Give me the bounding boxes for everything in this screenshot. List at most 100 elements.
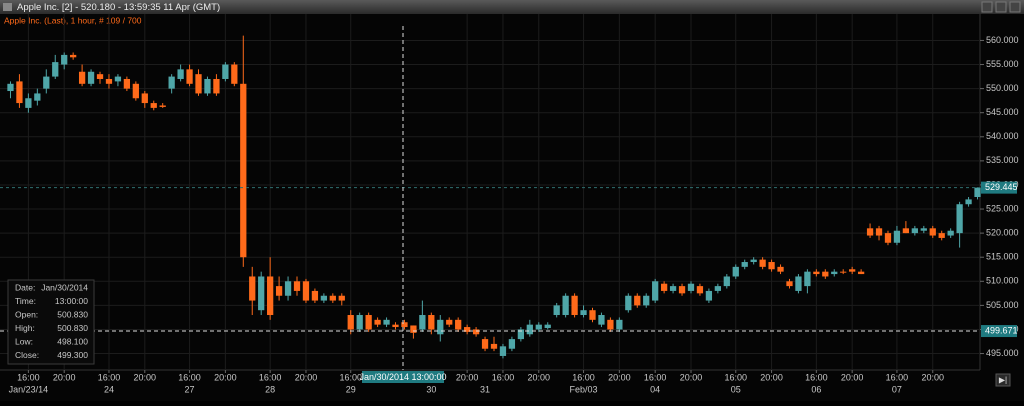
candle-body — [490, 343, 498, 349]
candle-body — [240, 83, 247, 258]
date-tick-label: 27 — [185, 384, 195, 394]
info-label: Close: — [15, 350, 39, 360]
candle-body — [974, 187, 981, 197]
candle-body — [920, 228, 927, 231]
x-tick-label: 20:00 — [134, 372, 157, 382]
x-tick-label: 16:00 — [724, 372, 747, 382]
y-tick-label: 525.000 — [986, 203, 1019, 213]
chart-title: Apple Inc. [2] - 520.180 - 13:59:35 11 A… — [17, 2, 220, 13]
candle-body — [168, 76, 175, 89]
x-tick-label: 20:00 — [608, 372, 631, 382]
candle-body — [105, 78, 113, 84]
candle-body — [580, 310, 587, 316]
info-label: Open: — [15, 309, 38, 319]
crosshair-time-label: Jan/30/2014 13:00:00 — [359, 372, 446, 382]
candle-body — [455, 319, 462, 330]
info-label: Time: — [15, 296, 36, 306]
candle-body — [258, 276, 265, 311]
x-tick-label: 20:00 — [214, 372, 237, 382]
candle-body — [562, 295, 569, 316]
candle-body — [329, 295, 336, 301]
candle-body — [750, 259, 757, 263]
candle-body — [284, 281, 292, 296]
candle-body — [804, 271, 811, 287]
candle-body — [947, 230, 954, 236]
candle-body — [150, 103, 157, 108]
candle-body — [893, 230, 901, 243]
candle-body — [428, 315, 435, 330]
title-bar — [0, 0, 1024, 14]
y-tick-label: 540.000 — [986, 131, 1019, 141]
candle-body — [464, 327, 471, 332]
candle-body — [652, 281, 659, 301]
candle-body — [553, 305, 560, 316]
candle-body — [392, 324, 399, 328]
x-tick-label: 16:00 — [492, 372, 515, 382]
y-tick-label: 545.000 — [986, 107, 1019, 117]
candle-body — [25, 98, 32, 108]
info-box: Date: Jan/30/2014 Time: 13:00:00 Open: 500.83… — [7, 279, 95, 365]
window-icon — [3, 3, 12, 11]
candle-body — [965, 199, 972, 205]
candle-body — [634, 295, 641, 306]
candle-body — [589, 310, 596, 320]
x-tick-label: 20:00 — [456, 372, 479, 382]
candle-body — [678, 286, 686, 294]
restore-button[interactable] — [995, 1, 1007, 13]
scroll-end-icon[interactable]: ▶| — [999, 376, 1007, 385]
minimize-button[interactable] — [981, 1, 993, 13]
candle-body — [267, 276, 274, 316]
candle-body — [857, 271, 865, 275]
candle-body — [302, 281, 310, 301]
x-tick-label: 16:00 — [339, 372, 362, 382]
date-tick-label: 29 — [346, 384, 356, 394]
info-value: 13:00:00 — [55, 296, 88, 306]
candle-body — [419, 315, 426, 330]
y-tick-label: 555.000 — [986, 59, 1019, 69]
candle-body — [231, 64, 238, 84]
candle-body — [696, 286, 704, 294]
candle-body — [822, 271, 829, 277]
candle-body — [347, 315, 354, 330]
x-tick-label: 20:00 — [921, 372, 944, 382]
info-value: 500.830 — [57, 323, 88, 333]
candle-body — [123, 78, 131, 89]
window-buttons[interactable] — [981, 1, 1021, 13]
candle-body — [195, 74, 202, 94]
x-tick-label: 16:00 — [805, 372, 828, 382]
crosshair-time-box — [362, 371, 444, 383]
candle-body — [741, 262, 748, 267]
candle-body — [437, 319, 444, 335]
candle-body — [508, 339, 516, 349]
x-tick-label: 16:00 — [178, 372, 201, 382]
close-button[interactable] — [1009, 1, 1021, 13]
info-label: Date: — [15, 282, 35, 292]
candle-body — [132, 83, 139, 99]
candle-body — [61, 54, 68, 65]
candle-body — [338, 295, 345, 301]
info-label: High: — [15, 323, 35, 333]
info-label: Low: — [15, 336, 33, 346]
candle-body — [777, 266, 784, 272]
candle-body — [320, 295, 328, 301]
y-tick-label: 550.000 — [986, 83, 1019, 93]
candle-body — [849, 269, 856, 272]
date-tick-label: 07 — [892, 384, 902, 394]
scroll-end-button[interactable] — [995, 373, 1011, 387]
candle-body — [204, 78, 211, 94]
candle-body — [472, 329, 480, 335]
candle-body — [544, 324, 551, 329]
candle-body — [78, 71, 86, 84]
candle-body — [669, 286, 677, 291]
last-price-box — [981, 181, 1017, 194]
y-tick-label: 520.000 — [986, 228, 1019, 238]
candle-body — [383, 319, 390, 325]
candle-body — [141, 93, 148, 104]
date-tick-label: 24 — [104, 384, 114, 394]
y-tick-label: 535.000 — [986, 155, 1019, 165]
date-tick-label: 31 — [480, 384, 490, 394]
candle-body — [687, 283, 695, 291]
candle-body — [866, 228, 874, 236]
candle-body — [625, 295, 632, 311]
